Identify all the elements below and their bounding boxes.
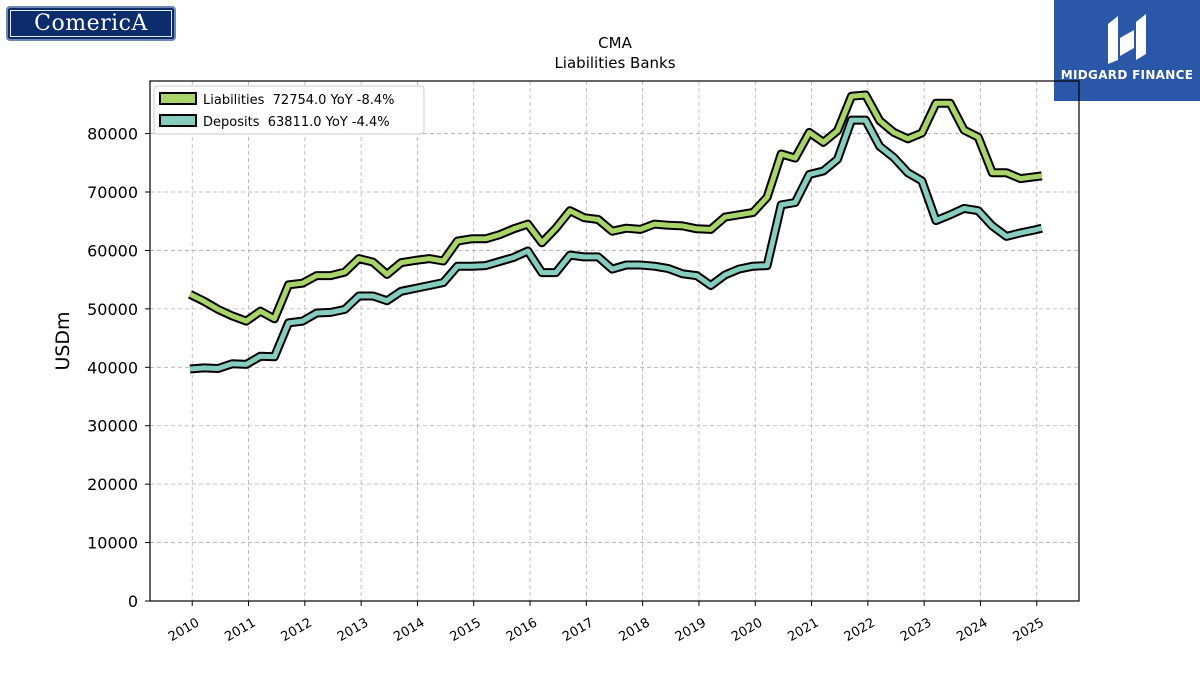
y-tick-label: 60000 xyxy=(87,241,138,260)
legend-swatch-deposits xyxy=(159,114,197,127)
x-tick-label: 2015 xyxy=(448,615,484,645)
legend: Liabilities 72754.0 YoY -8.4% Deposits 6… xyxy=(153,85,425,135)
plot-frame xyxy=(149,80,1080,602)
chart-title: CMA xyxy=(598,34,632,52)
y-tick-label: 10000 xyxy=(87,534,138,553)
x-tick-label: 2012 xyxy=(279,615,315,645)
y-tick-label: 0 xyxy=(128,592,138,611)
axes: 0 10000 20000 30000 40000 50000 60000 70000 8000… xyxy=(87,125,1047,645)
legend-label-liabilities: Liabilities 72754.0 YoY -8.4% xyxy=(203,93,395,108)
series-line-deposits xyxy=(189,117,1043,372)
provider-logo-text: MIDGARD FINANCE xyxy=(1060,68,1194,82)
y-axis-label: USDm xyxy=(52,311,74,370)
x-tick-label: 2020 xyxy=(729,615,765,645)
y-tick-label: 50000 xyxy=(87,300,138,319)
y-tick-label: 70000 xyxy=(87,183,138,202)
x-tick-label: 2018 xyxy=(616,615,652,645)
x-tick-label: 2019 xyxy=(673,615,709,645)
series-lines xyxy=(187,90,1043,374)
x-tick-label: 2013 xyxy=(335,615,371,645)
y-tick-label: 80000 xyxy=(87,125,138,144)
x-tick-label: 2010 xyxy=(166,615,202,645)
provider-logo-mark-icon xyxy=(1108,14,1146,64)
x-tick-label: 2025 xyxy=(1011,615,1047,645)
company-logo-text: ComericA xyxy=(34,11,148,36)
y-tick-label: 40000 xyxy=(87,358,138,377)
legend-box xyxy=(153,85,425,135)
x-tick-label: 2023 xyxy=(898,615,934,645)
chart-subtitle: Liabilities Banks xyxy=(554,54,675,72)
grid-lines xyxy=(150,81,1079,602)
y-tick-label: 30000 xyxy=(87,417,138,436)
legend-swatch-liabilities xyxy=(159,92,197,105)
x-tick-label: 2011 xyxy=(222,615,258,645)
x-tick-label: 2021 xyxy=(785,615,821,645)
series-line-liabilities xyxy=(188,92,1043,324)
x-tick-label: 2024 xyxy=(954,615,990,645)
x-tick-label: 2017 xyxy=(560,615,596,645)
x-tick-label: 2016 xyxy=(504,615,540,645)
legend-label-deposits: Deposits 63811.0 YoY -4.4% xyxy=(203,115,390,130)
series-line-deposits-outline xyxy=(189,115,1043,374)
y-tick-label: 20000 xyxy=(87,475,138,494)
company-logo: ComericA xyxy=(6,6,176,41)
x-tick-label: 2022 xyxy=(842,615,878,645)
provider-logo: MIDGARD FINANCE xyxy=(1054,0,1200,101)
x-tick-label: 2014 xyxy=(391,615,427,645)
